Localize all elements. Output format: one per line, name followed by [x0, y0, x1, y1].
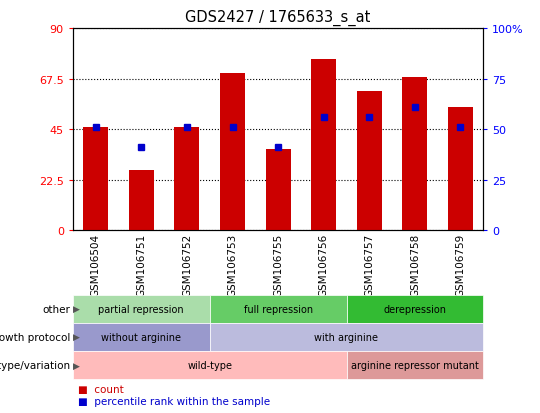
- Bar: [448, 107, 473, 231]
- Text: arginine repressor mutant: arginine repressor mutant: [351, 360, 479, 370]
- Bar: [357, 92, 382, 231]
- Bar: [311, 60, 336, 231]
- Text: without arginine: without arginine: [102, 332, 181, 342]
- Text: with arginine: with arginine: [314, 332, 379, 342]
- Bar: [266, 150, 291, 231]
- Bar: [129, 170, 154, 231]
- Text: ■  count: ■ count: [78, 384, 124, 394]
- Text: partial repression: partial repression: [98, 304, 184, 314]
- Text: full repression: full repression: [244, 304, 313, 314]
- Text: ▶: ▶: [73, 361, 80, 370]
- Title: GDS2427 / 1765633_s_at: GDS2427 / 1765633_s_at: [185, 10, 371, 26]
- Text: other: other: [42, 304, 70, 314]
- Text: ▶: ▶: [73, 304, 80, 313]
- Bar: [402, 78, 428, 231]
- Text: derepression: derepression: [383, 304, 447, 314]
- Bar: [83, 128, 108, 231]
- Text: growth protocol: growth protocol: [0, 332, 70, 342]
- Text: genotype/variation: genotype/variation: [0, 360, 70, 370]
- Text: ■  percentile rank within the sample: ■ percentile rank within the sample: [78, 396, 271, 406]
- Bar: [174, 128, 199, 231]
- Bar: [220, 74, 245, 231]
- Text: wild-type: wild-type: [187, 360, 232, 370]
- Text: ▶: ▶: [73, 332, 80, 342]
